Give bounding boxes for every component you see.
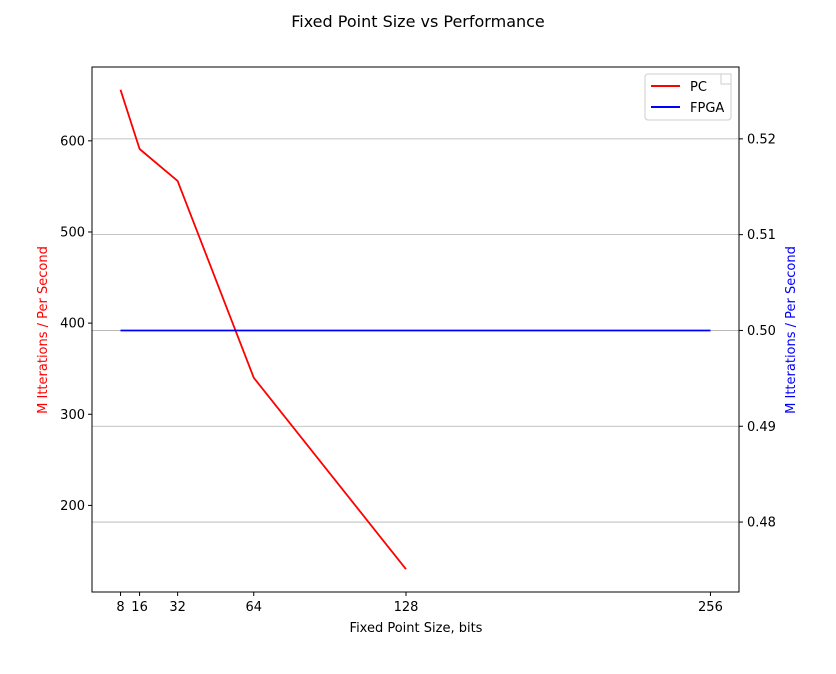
x-axis-label: Fixed Point Size, bits: [350, 621, 483, 636]
legend-empty-box: [720, 73, 732, 85]
x-tick-label-256: 256: [698, 600, 723, 615]
left-y-axis-ticks: 200 300 400 500 600: [60, 134, 92, 514]
x-tick-label-32: 32: [169, 600, 186, 615]
legend: PC FPGA: [644, 73, 732, 121]
series-lines: [119, 89, 711, 570]
plot-frame: [91, 66, 740, 593]
left-y-tick-label-400: 400: [60, 317, 85, 332]
chart-title: Fixed Point Size vs Performance: [291, 12, 545, 31]
x-axis-ticks: 8 16 32 64 128 256: [116, 592, 723, 615]
right-y-tick-label-0.49: 0.49: [747, 420, 776, 435]
right-y-tick-label-0.51: 0.51: [747, 228, 776, 243]
right-y-tick-label-0.52: 0.52: [747, 132, 776, 147]
legend-label-pc: PC: [690, 80, 707, 95]
left-y-tick-label-500: 500: [60, 225, 85, 240]
left-y-axis-label: M Itterations / Per Second: [36, 246, 51, 414]
right-y-axis-label: M Itterations / Per Second: [784, 246, 799, 414]
series-line-pc: [119, 89, 407, 570]
x-tick-label-8: 8: [116, 600, 124, 615]
right-y-tick-label-0.48: 0.48: [747, 516, 776, 531]
right-y-tick-label-0.50: 0.50: [747, 324, 776, 339]
left-y-tick-label-600: 600: [60, 134, 85, 149]
legend-label-fpga: FPGA: [690, 101, 724, 116]
left-y-tick-label-300: 300: [60, 408, 85, 423]
x-tick-label-64: 64: [245, 600, 262, 615]
x-tick-label-128: 128: [394, 600, 419, 615]
x-tick-label-16: 16: [131, 600, 148, 615]
right-y-axis-ticks: 0.48 0.49 0.50 0.51 0.52: [739, 132, 776, 531]
left-y-tick-label-200: 200: [60, 499, 85, 514]
